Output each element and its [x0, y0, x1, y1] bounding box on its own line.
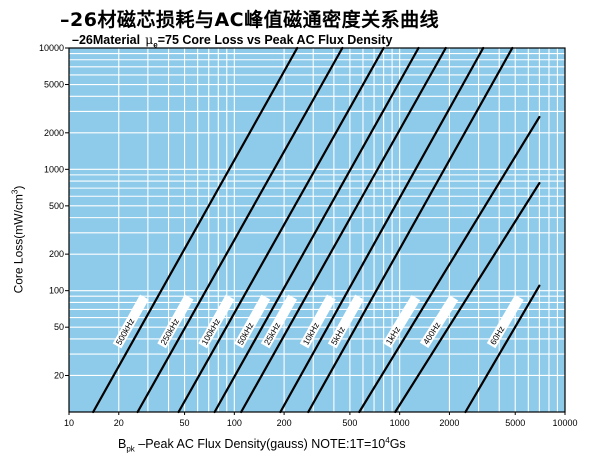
series-label-bg — [419, 295, 459, 348]
y-tick-label: 20 — [54, 370, 64, 380]
series-line — [136, 46, 344, 414]
x-tick-label: 10 — [64, 418, 74, 428]
x-tick-label: 200 — [277, 418, 292, 428]
series-line — [240, 46, 447, 414]
subtitle-suffix: =75 Core Loss vs Peak AC Flux Density — [157, 33, 393, 47]
chart-subtitle: –26Material μe=75 Core Loss vs Peak AC Fl… — [72, 32, 392, 50]
series-label-bg — [299, 294, 336, 349]
series-label-bg — [112, 294, 149, 349]
x-axis-label-b: B — [118, 437, 127, 452]
series-label-bg — [327, 294, 364, 349]
series-line — [177, 46, 385, 414]
x-tick-label: 50 — [180, 418, 190, 428]
y-tick-label: 2000 — [44, 128, 64, 138]
x-tick-label: 500 — [342, 418, 357, 428]
y-tick-label: 500 — [49, 201, 64, 211]
x-axis-label-sup: 4 — [385, 436, 390, 445]
mu-symbol: μ — [145, 32, 154, 47]
chart-title-chinese: –26材磁芯损耗与AC峰值磁通密度关系曲线 — [60, 9, 440, 31]
series-line — [464, 284, 541, 414]
y-tick-label: 5000 — [44, 80, 64, 90]
series-label-bg — [234, 294, 271, 349]
series-label-bg — [198, 294, 235, 349]
series-line — [279, 46, 485, 414]
series-line — [358, 115, 541, 414]
mu-subscript: e — [153, 40, 158, 50]
series-line — [307, 46, 514, 414]
x-tick-label: 1000 — [390, 418, 410, 428]
series-line — [213, 46, 420, 414]
series-label-bg — [157, 294, 194, 349]
y-tick-label: 10000 — [39, 43, 64, 53]
x-tick-label: 2000 — [439, 418, 459, 428]
series-line — [92, 46, 299, 414]
x-axis-label-pk: pk — [126, 444, 135, 454]
subtitle-prefix: –26Material — [72, 33, 141, 47]
y-tick-label: 200 — [49, 249, 64, 259]
x-tick-label: 100 — [227, 418, 242, 428]
series-label-bg — [486, 294, 524, 349]
x-tick-label: 5000 — [505, 418, 525, 428]
x-axis-label: Bpk –Peak AC Flux Density(gauss) NOTE:1T… — [118, 436, 406, 454]
y-tick-label: 50 — [54, 322, 64, 332]
x-tick-label: 10000 — [552, 418, 577, 428]
plot-frame — [68, 47, 566, 413]
x-axis-label-text: –Peak AC Flux Density(gauss) NOTE:1T=10 — [134, 437, 386, 452]
series-label-bg — [382, 295, 421, 349]
y-tick-label: 1000 — [44, 164, 64, 174]
series-line — [394, 182, 541, 414]
x-axis-label-tail: Gs — [389, 437, 406, 452]
series-label-bg — [260, 294, 297, 349]
y-tick-label: 100 — [49, 286, 64, 296]
x-tick-label: 20 — [114, 418, 124, 428]
